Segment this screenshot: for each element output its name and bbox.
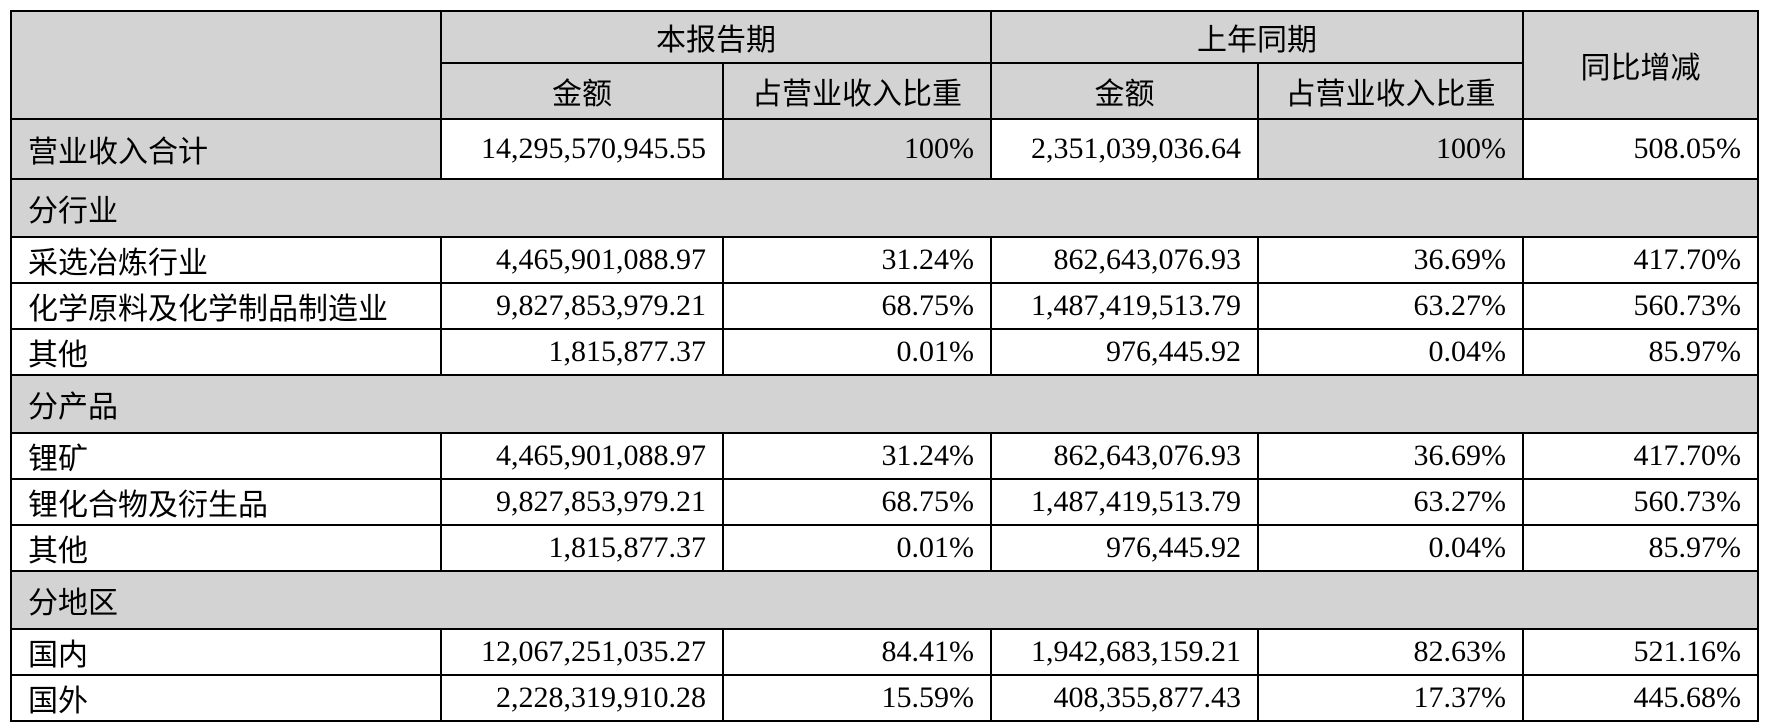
- cell-current-amount: 1,815,877.37: [440, 328, 724, 376]
- total-prior-amount: 2,351,039,036.64: [990, 118, 1259, 180]
- cell-current-amount: 4,465,901,088.97: [440, 432, 724, 480]
- header-prior-period: 上年同期: [990, 10, 1524, 64]
- table-row: 其他 1,815,877.37 0.01% 976,445.92 0.04% 8…: [10, 328, 1759, 376]
- cell-current-amount: 9,827,853,979.21: [440, 282, 724, 330]
- cell-prior-ratio: 0.04%: [1257, 328, 1524, 376]
- cell-label: 其他: [10, 524, 442, 572]
- cell-yoy: 85.97%: [1522, 524, 1759, 572]
- cell-current-ratio: 0.01%: [722, 524, 992, 572]
- cell-prior-ratio: 36.69%: [1257, 432, 1524, 480]
- table-row: 国内 12,067,251,035.27 84.41% 1,942,683,15…: [10, 628, 1759, 676]
- cell-label: 国内: [10, 628, 442, 676]
- cell-current-ratio: 68.75%: [722, 282, 992, 330]
- cell-label: 其他: [10, 328, 442, 376]
- cell-prior-amount: 976,445.92: [990, 524, 1259, 572]
- header-yoy-change: 同比增减: [1522, 10, 1759, 120]
- section-title: 分产品: [10, 374, 1759, 434]
- cell-yoy: 417.70%: [1522, 432, 1759, 480]
- table-row: 锂矿 4,465,901,088.97 31.24% 862,643,076.9…: [10, 432, 1759, 480]
- section-row-by-region: 分地区: [10, 570, 1759, 630]
- cell-prior-amount: 408,355,877.43: [990, 674, 1259, 722]
- cell-label: 国外: [10, 674, 442, 722]
- cell-current-ratio: 84.41%: [722, 628, 992, 676]
- cell-label: 锂化合物及衍生品: [10, 478, 442, 526]
- cell-current-amount: 9,827,853,979.21: [440, 478, 724, 526]
- cell-current-ratio: 15.59%: [722, 674, 992, 722]
- header-prior-amount: 金额: [990, 62, 1259, 120]
- header-current-amount: 金额: [440, 62, 724, 120]
- cell-prior-amount: 1,487,419,513.79: [990, 282, 1259, 330]
- cell-prior-amount: 862,643,076.93: [990, 236, 1259, 284]
- cell-current-ratio: 0.01%: [722, 328, 992, 376]
- table-row: 国外 2,228,319,910.28 15.59% 408,355,877.4…: [10, 674, 1759, 722]
- cell-label: 采选冶炼行业: [10, 236, 442, 284]
- cell-current-ratio: 31.24%: [722, 236, 992, 284]
- table-row: 采选冶炼行业 4,465,901,088.97 31.24% 862,643,0…: [10, 236, 1759, 284]
- cell-prior-amount: 1,487,419,513.79: [990, 478, 1259, 526]
- cell-yoy: 560.73%: [1522, 478, 1759, 526]
- cell-yoy: 445.68%: [1522, 674, 1759, 722]
- header-row-groups: 本报告期 上年同期 同比增减: [10, 10, 1759, 120]
- table-row: 其他 1,815,877.37 0.01% 976,445.92 0.04% 8…: [10, 524, 1759, 572]
- revenue-breakdown-table: 本报告期 上年同期 同比增减 金额 占营业收入比重 金额 占营业收入比重 营业收…: [10, 10, 1759, 722]
- section-row-by-industry: 分行业: [10, 178, 1759, 238]
- cell-current-amount: 2,228,319,910.28: [440, 674, 724, 722]
- cell-yoy: 521.16%: [1522, 628, 1759, 676]
- header-corner-cell: [10, 10, 442, 120]
- cell-current-amount: 1,815,877.37: [440, 524, 724, 572]
- cell-prior-amount: 862,643,076.93: [990, 432, 1259, 480]
- cell-prior-ratio: 63.27%: [1257, 478, 1524, 526]
- cell-prior-amount: 976,445.92: [990, 328, 1259, 376]
- total-current-amount: 14,295,570,945.55: [440, 118, 724, 180]
- header-current-revenue-ratio: 占营业收入比重: [722, 62, 992, 120]
- table-row: 锂化合物及衍生品 9,827,853,979.21 68.75% 1,487,4…: [10, 478, 1759, 526]
- section-title: 分行业: [10, 178, 1759, 238]
- section-title: 分地区: [10, 570, 1759, 630]
- cell-current-amount: 12,067,251,035.27: [440, 628, 724, 676]
- cell-label: 锂矿: [10, 432, 442, 480]
- total-current-ratio: 100%: [722, 118, 992, 180]
- cell-prior-ratio: 82.63%: [1257, 628, 1524, 676]
- total-prior-ratio: 100%: [1257, 118, 1524, 180]
- cell-current-ratio: 68.75%: [722, 478, 992, 526]
- cell-prior-ratio: 36.69%: [1257, 236, 1524, 284]
- cell-label: 化学原料及化学制品制造业: [10, 282, 442, 330]
- cell-prior-ratio: 0.04%: [1257, 524, 1524, 572]
- total-yoy: 508.05%: [1522, 118, 1759, 180]
- header-prior-revenue-ratio: 占营业收入比重: [1257, 62, 1524, 120]
- header-row-columns: 金额 占营业收入比重 金额 占营业收入比重: [11, 62, 1758, 120]
- cell-yoy: 85.97%: [1522, 328, 1759, 376]
- cell-yoy: 417.70%: [1522, 236, 1759, 284]
- cell-current-ratio: 31.24%: [722, 432, 992, 480]
- header-current-period: 本报告期: [440, 10, 992, 64]
- section-row-by-product: 分产品: [10, 374, 1759, 434]
- cell-prior-ratio: 17.37%: [1257, 674, 1524, 722]
- total-label: 营业收入合计: [10, 118, 442, 180]
- cell-prior-ratio: 63.27%: [1257, 282, 1524, 330]
- table-row: 化学原料及化学制品制造业 9,827,853,979.21 68.75% 1,4…: [10, 282, 1759, 330]
- cell-current-amount: 4,465,901,088.97: [440, 236, 724, 284]
- cell-yoy: 560.73%: [1522, 282, 1759, 330]
- row-total-revenue: 营业收入合计 14,295,570,945.55 100% 2,351,039,…: [10, 118, 1759, 180]
- cell-prior-amount: 1,942,683,159.21: [990, 628, 1259, 676]
